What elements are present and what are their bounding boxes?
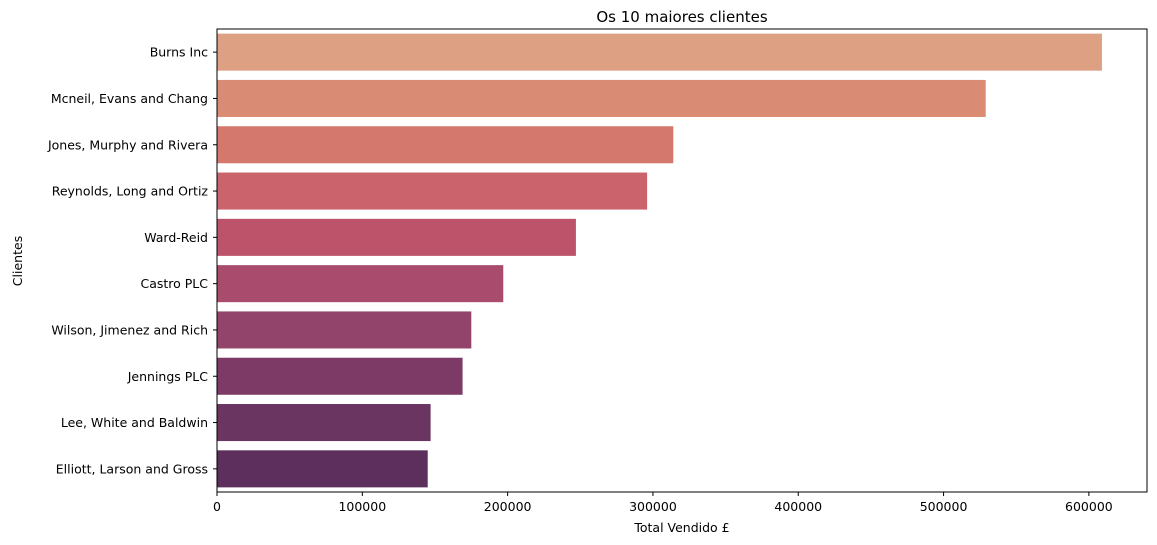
y-tick-label: Reynolds, Long and Ortiz	[52, 184, 209, 199]
x-tick-label: 100000	[338, 499, 386, 514]
bars-group	[217, 33, 1102, 488]
y-tick-label: Burns Inc	[150, 45, 208, 60]
y-tick-label: Lee, White and Baldwin	[61, 415, 208, 430]
x-tick-label: 500000	[920, 499, 968, 514]
bar-5	[217, 265, 504, 303]
bar-3	[217, 172, 648, 210]
bar-9	[217, 450, 428, 488]
y-tick-label: Jennings PLC	[127, 369, 209, 384]
y-tick-label: Castro PLC	[140, 276, 208, 291]
y-axis-label: Clientes	[10, 236, 25, 286]
x-tick-label: 0	[213, 499, 221, 514]
y-tick-label: Elliott, Larson and Gross	[56, 461, 208, 476]
y-tick-label: Mcneil, Evans and Chang	[51, 91, 208, 106]
x-tick-label: 600000	[1065, 499, 1113, 514]
bar-4	[217, 218, 576, 256]
x-axis-label: Total Vendido £	[633, 520, 729, 535]
y-axis-ticks: Burns Inc Mcneil, Evans and Chang Jones, M…	[47, 45, 217, 476]
bar-2	[217, 126, 674, 164]
x-axis-ticks: 0 100000 200000 300000 400000 500000 600000	[213, 492, 1113, 514]
y-tick-label: Jones, Murphy and Rivera	[47, 137, 208, 152]
y-tick-label: Wilson, Jimenez and Rich	[51, 322, 208, 337]
bar-0	[217, 33, 1102, 71]
x-tick-label: 300000	[629, 499, 677, 514]
bar-1	[217, 79, 986, 117]
x-tick-label: 400000	[774, 499, 822, 514]
x-tick-label: 200000	[484, 499, 532, 514]
bar-8	[217, 404, 431, 442]
bar-7	[217, 357, 463, 395]
plot-frame	[216, 28, 1148, 493]
y-tick-label: Ward-Reid	[144, 230, 208, 245]
bar-6	[217, 311, 472, 349]
chart-title: Os 10 maiores clientes	[596, 8, 767, 26]
